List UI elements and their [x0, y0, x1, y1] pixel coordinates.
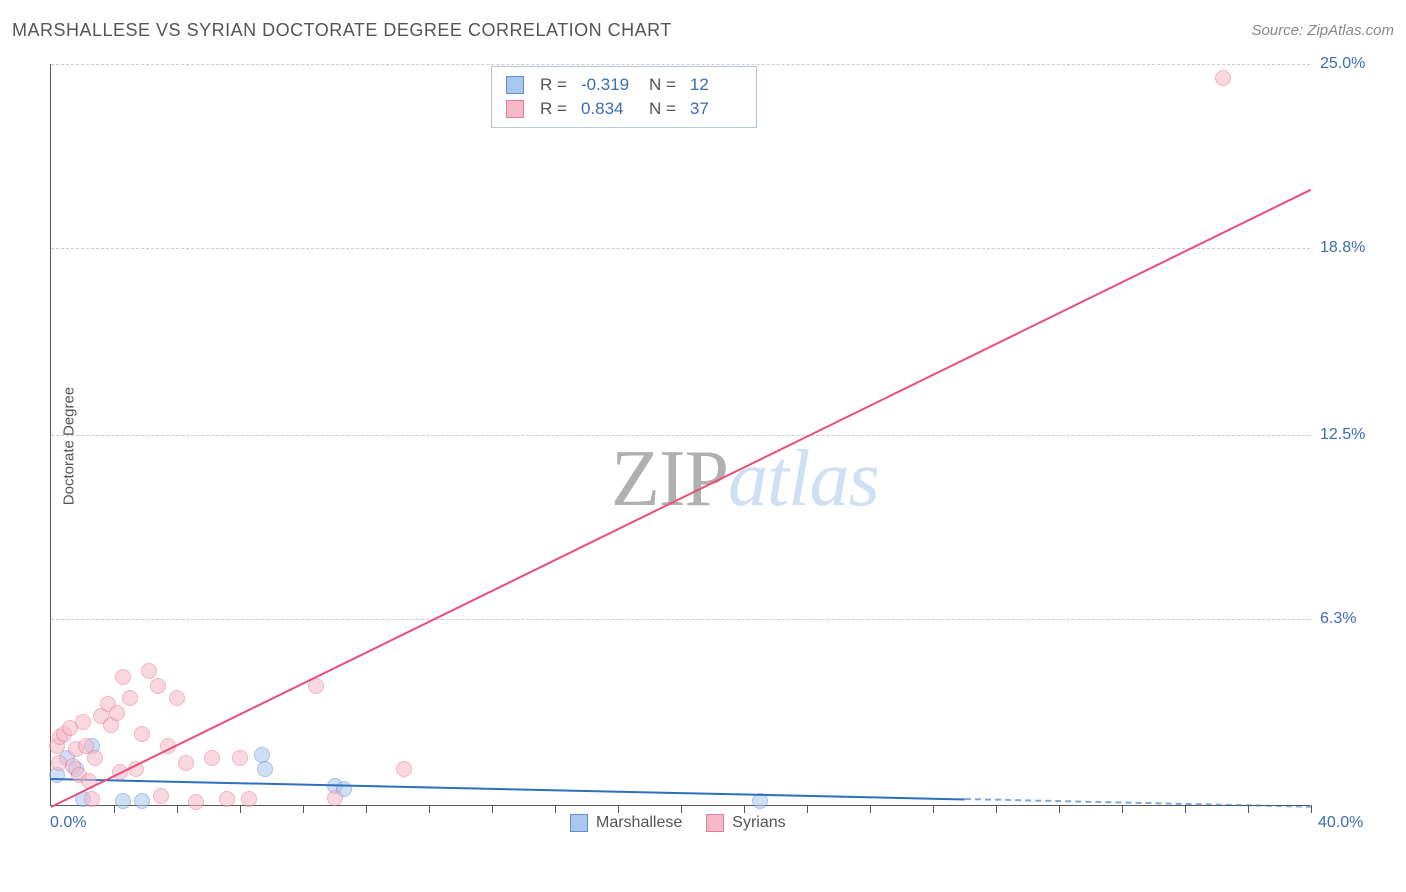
- x-axis-max-label: 40.0%: [1318, 814, 1363, 832]
- x-tick: [1122, 805, 1123, 813]
- data-point-syrians: [84, 791, 100, 807]
- data-point-marshallese: [254, 747, 270, 763]
- regression-line-syrians: [51, 189, 1312, 808]
- x-tick: [429, 805, 430, 813]
- data-point-syrians: [204, 750, 220, 766]
- gridline: [51, 619, 1310, 620]
- swatch-marshallese: [506, 76, 524, 94]
- x-tick: [303, 805, 304, 813]
- n-label: N =: [649, 99, 676, 119]
- data-point-syrians: [169, 690, 185, 706]
- x-tick: [366, 805, 367, 813]
- y-tick-label: 25.0%: [1320, 55, 1365, 73]
- data-point-syrians: [75, 714, 91, 730]
- data-point-syrians: [109, 705, 125, 721]
- data-point-syrians: [87, 750, 103, 766]
- plot-area: ZIPatlas R = -0.319 N = 12 R = 0.834 N =…: [50, 64, 1310, 806]
- n-value-syrians: 37: [690, 99, 742, 119]
- watermark-atlas: atlas: [728, 435, 879, 523]
- data-point-marshallese: [115, 793, 131, 809]
- data-point-syrians: [115, 669, 131, 685]
- data-point-syrians: [241, 791, 257, 807]
- x-tick: [618, 805, 619, 813]
- r-value-syrians: 0.834: [581, 99, 633, 119]
- data-point-syrians: [153, 788, 169, 804]
- data-point-marshallese: [134, 793, 150, 809]
- legend-row-syrians: R = 0.834 N = 37: [506, 97, 742, 121]
- swatch-syrians-icon: [706, 814, 724, 832]
- legend-row-marshallese: R = -0.319 N = 12: [506, 73, 742, 97]
- gridline: [51, 435, 1310, 436]
- x-tick: [240, 805, 241, 813]
- swatch-syrians: [506, 100, 524, 118]
- regression-line-marshallese-dashed: [964, 798, 1311, 808]
- y-tick-label: 12.5%: [1320, 426, 1365, 444]
- chart-header: MARSHALLESE VS SYRIAN DOCTORATE DEGREE C…: [12, 20, 1394, 41]
- x-tick: [492, 805, 493, 813]
- x-tick: [177, 805, 178, 813]
- x-tick: [555, 805, 556, 813]
- legend-label-syrians: Syrians: [732, 814, 785, 832]
- y-tick-label: 18.8%: [1320, 239, 1365, 257]
- legend-item-marshallese: Marshallese: [570, 814, 682, 832]
- r-label: R =: [540, 99, 567, 119]
- chart-container: Doctorate Degree ZIPatlas R = -0.319 N =…: [50, 56, 1360, 836]
- data-point-syrians: [327, 790, 343, 806]
- data-point-syrians: [134, 726, 150, 742]
- x-tick: [1185, 805, 1186, 813]
- data-point-syrians: [122, 690, 138, 706]
- watermark-zip: ZIP: [611, 435, 728, 523]
- x-tick: [744, 805, 745, 813]
- series-legend: Marshallese Syrians: [570, 814, 786, 832]
- r-value-marshallese: -0.319: [581, 75, 633, 95]
- source-attribution: Source: ZipAtlas.com: [1251, 22, 1394, 39]
- gridline: [51, 64, 1310, 65]
- x-axis-min-label: 0.0%: [50, 814, 86, 832]
- data-point-syrians: [219, 791, 235, 807]
- data-point-marshallese: [257, 761, 273, 777]
- legend-label-marshallese: Marshallese: [596, 814, 682, 832]
- data-point-syrians: [178, 755, 194, 771]
- regression-line-marshallese: [51, 778, 965, 800]
- swatch-marshallese-icon: [570, 814, 588, 832]
- data-point-syrians: [396, 761, 412, 777]
- x-tick: [807, 805, 808, 813]
- correlation-legend: R = -0.319 N = 12 R = 0.834 N = 37: [491, 66, 757, 128]
- data-point-syrians: [1215, 70, 1231, 86]
- data-point-syrians: [232, 750, 248, 766]
- n-value-marshallese: 12: [690, 75, 742, 95]
- n-label: N =: [649, 75, 676, 95]
- x-tick: [1059, 805, 1060, 813]
- x-tick: [114, 805, 115, 813]
- x-tick: [681, 805, 682, 813]
- r-label: R =: [540, 75, 567, 95]
- x-tick: [870, 805, 871, 813]
- gridline: [51, 248, 1310, 249]
- data-point-syrians: [188, 794, 204, 810]
- chart-title: MARSHALLESE VS SYRIAN DOCTORATE DEGREE C…: [12, 20, 672, 41]
- x-tick: [996, 805, 997, 813]
- data-point-syrians: [150, 678, 166, 694]
- x-tick: [933, 805, 934, 813]
- y-tick-label: 6.3%: [1320, 610, 1356, 628]
- legend-item-syrians: Syrians: [706, 814, 785, 832]
- data-point-syrians: [141, 663, 157, 679]
